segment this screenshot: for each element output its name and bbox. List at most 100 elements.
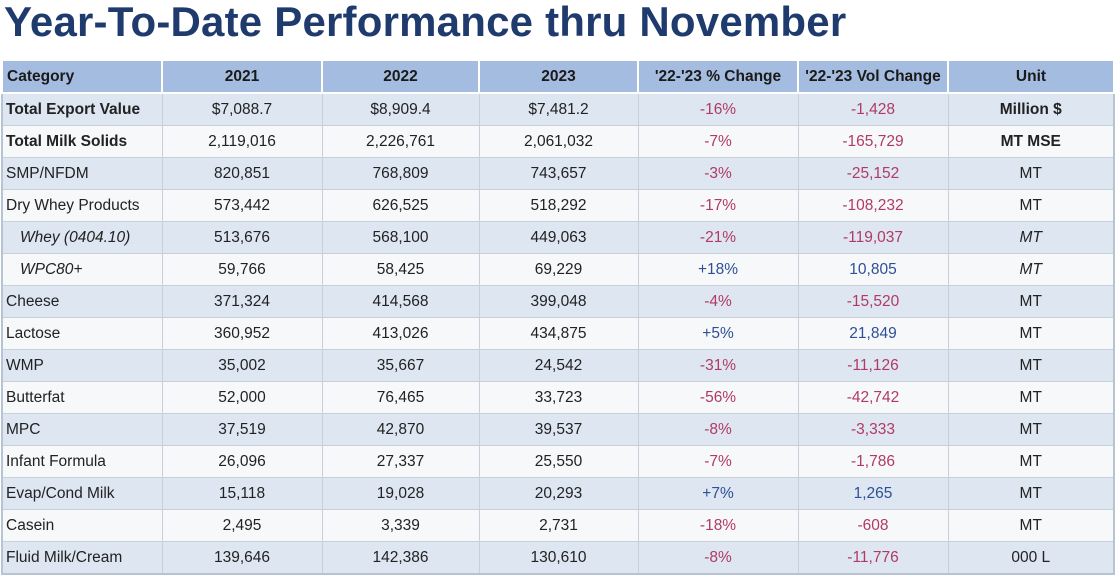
cell-2023: 2,731 — [478, 509, 639, 542]
cell-category: Fluid Milk/Cream — [1, 541, 163, 575]
cell-2022: 568,100 — [321, 221, 480, 254]
cell-2023: 2,061,032 — [478, 125, 639, 158]
table-body: Total Export Value $7,088.7 $8,909.4 $7,481… — [1, 92, 1115, 575]
cell-2021: 2,119,016 — [161, 125, 323, 158]
cell-pct-change: -7% — [637, 445, 799, 478]
cell-unit: MT — [947, 189, 1115, 222]
cell-unit: MT — [947, 509, 1115, 542]
cell-2023: 743,657 — [478, 157, 639, 190]
cell-unit: MT — [947, 157, 1115, 190]
cell-pct-change: -8% — [637, 413, 799, 446]
cell-pct-change: +5% — [637, 317, 799, 350]
cell-2023: 24,542 — [478, 349, 639, 382]
table-header-row: Category 2021 2022 2023 '22-'23 % Change… — [1, 59, 1115, 94]
cell-2022: 2,226,761 — [321, 125, 480, 158]
cell-pct-change: -21% — [637, 221, 799, 254]
table-row: Cheese 371,324 414,568 399,048 -4% -15,520 MT — [1, 285, 1115, 318]
page-title: Year-To-Date Performance thru November — [4, 0, 847, 45]
cell-category: Butterfat — [1, 381, 163, 414]
cell-vol-change: -3,333 — [797, 413, 949, 446]
cell-2023: $7,481.2 — [478, 92, 639, 126]
table-row: Lactose 360,952 413,026 434,875 +5% 21,849 MT — [1, 317, 1115, 350]
cell-2021: 513,676 — [161, 221, 323, 254]
table-row: SMP/NFDM 820,851 768,809 743,657 -3% -25,152 M… — [1, 157, 1115, 190]
cell-category: Casein — [1, 509, 163, 542]
cell-vol-change: -42,742 — [797, 381, 949, 414]
cell-vol-change: -11,126 — [797, 349, 949, 382]
cell-2021: 52,000 — [161, 381, 323, 414]
cell-2022: 413,026 — [321, 317, 480, 350]
cell-vol-change: -15,520 — [797, 285, 949, 318]
cell-category: Evap/Cond Milk — [1, 477, 163, 510]
cell-unit: MT — [947, 477, 1115, 510]
table-row: Fluid Milk/Cream 139,646 142,386 130,610 -8%… — [1, 541, 1115, 575]
cell-unit: MT — [947, 253, 1115, 286]
table-row: Total Export Value $7,088.7 $8,909.4 $7,481… — [1, 92, 1115, 126]
cell-2021: 35,002 — [161, 349, 323, 382]
cell-2022: 27,337 — [321, 445, 480, 478]
cell-2023: 33,723 — [478, 381, 639, 414]
cell-category: Total Export Value — [1, 92, 163, 126]
performance-table: Category 2021 2022 2023 '22-'23 % Change… — [1, 59, 1115, 575]
header-category: Category — [1, 59, 163, 94]
table-row: WPC80+ 59,766 58,425 69,229 +18% 10,805 MT — [1, 253, 1115, 286]
cell-pct-change: -18% — [637, 509, 799, 542]
cell-vol-change: -1,428 — [797, 92, 949, 126]
cell-2023: 518,292 — [478, 189, 639, 222]
cell-2022: 414,568 — [321, 285, 480, 318]
cell-2021: 573,442 — [161, 189, 323, 222]
cell-category: Total Milk Solids — [1, 125, 163, 158]
cell-2021: 2,495 — [161, 509, 323, 542]
cell-2021: 139,646 — [161, 541, 323, 575]
cell-2021: $7,088.7 — [161, 92, 323, 126]
cell-2023: 399,048 — [478, 285, 639, 318]
cell-category: WMP — [1, 349, 163, 382]
cell-2023: 39,537 — [478, 413, 639, 446]
header-pct-change: '22-'23 % Change — [637, 59, 799, 94]
cell-category: WPC80+ — [1, 253, 163, 286]
cell-pct-change: -17% — [637, 189, 799, 222]
cell-vol-change: 1,265 — [797, 477, 949, 510]
cell-vol-change: -119,037 — [797, 221, 949, 254]
cell-category: Lactose — [1, 317, 163, 350]
cell-2021: 371,324 — [161, 285, 323, 318]
cell-pct-change: -8% — [637, 541, 799, 575]
cell-vol-change: 21,849 — [797, 317, 949, 350]
cell-unit: MT — [947, 445, 1115, 478]
cell-unit: MT — [947, 285, 1115, 318]
cell-vol-change: -165,729 — [797, 125, 949, 158]
cell-category: Cheese — [1, 285, 163, 318]
cell-2021: 59,766 — [161, 253, 323, 286]
header-unit: Unit — [947, 59, 1115, 94]
table-row: WMP 35,002 35,667 24,542 -31% -11,126 MT — [1, 349, 1115, 382]
table-row: Casein 2,495 3,339 2,731 -18% -608 MT — [1, 509, 1115, 542]
table-row: Whey (0404.10) 513,676 568,100 449,063 -21% -… — [1, 221, 1115, 254]
cell-2022: 42,870 — [321, 413, 480, 446]
cell-vol-change: -11,776 — [797, 541, 949, 575]
table-row: Butterfat 52,000 76,465 33,723 -56% -42,742 MT — [1, 381, 1115, 414]
cell-2022: 19,028 — [321, 477, 480, 510]
table-row: Infant Formula 26,096 27,337 25,550 -7% -1,78… — [1, 445, 1115, 478]
header-vol-change: '22-'23 Vol Change — [797, 59, 949, 94]
cell-unit: Million $ — [947, 92, 1115, 126]
cell-2023: 449,063 — [478, 221, 639, 254]
cell-vol-change: -108,232 — [797, 189, 949, 222]
cell-2023: 69,229 — [478, 253, 639, 286]
cell-2023: 130,610 — [478, 541, 639, 575]
cell-2021: 37,519 — [161, 413, 323, 446]
cell-unit: MT MSE — [947, 125, 1115, 158]
cell-vol-change: 10,805 — [797, 253, 949, 286]
cell-vol-change: -25,152 — [797, 157, 949, 190]
header-2023: 2023 — [478, 59, 639, 94]
table-row: MPC 37,519 42,870 39,537 -8% -3,333 MT — [1, 413, 1115, 446]
cell-2022: 76,465 — [321, 381, 480, 414]
cell-2022: 142,386 — [321, 541, 480, 575]
cell-2021: 820,851 — [161, 157, 323, 190]
cell-pct-change: -7% — [637, 125, 799, 158]
cell-unit: MT — [947, 413, 1115, 446]
cell-2022: 626,525 — [321, 189, 480, 222]
cell-category: MPC — [1, 413, 163, 446]
cell-vol-change: -1,786 — [797, 445, 949, 478]
cell-2021: 15,118 — [161, 477, 323, 510]
cell-pct-change: -3% — [637, 157, 799, 190]
